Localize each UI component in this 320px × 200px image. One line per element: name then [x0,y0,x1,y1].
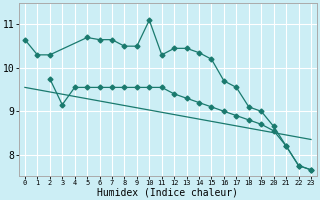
X-axis label: Humidex (Indice chaleur): Humidex (Indice chaleur) [98,187,238,197]
